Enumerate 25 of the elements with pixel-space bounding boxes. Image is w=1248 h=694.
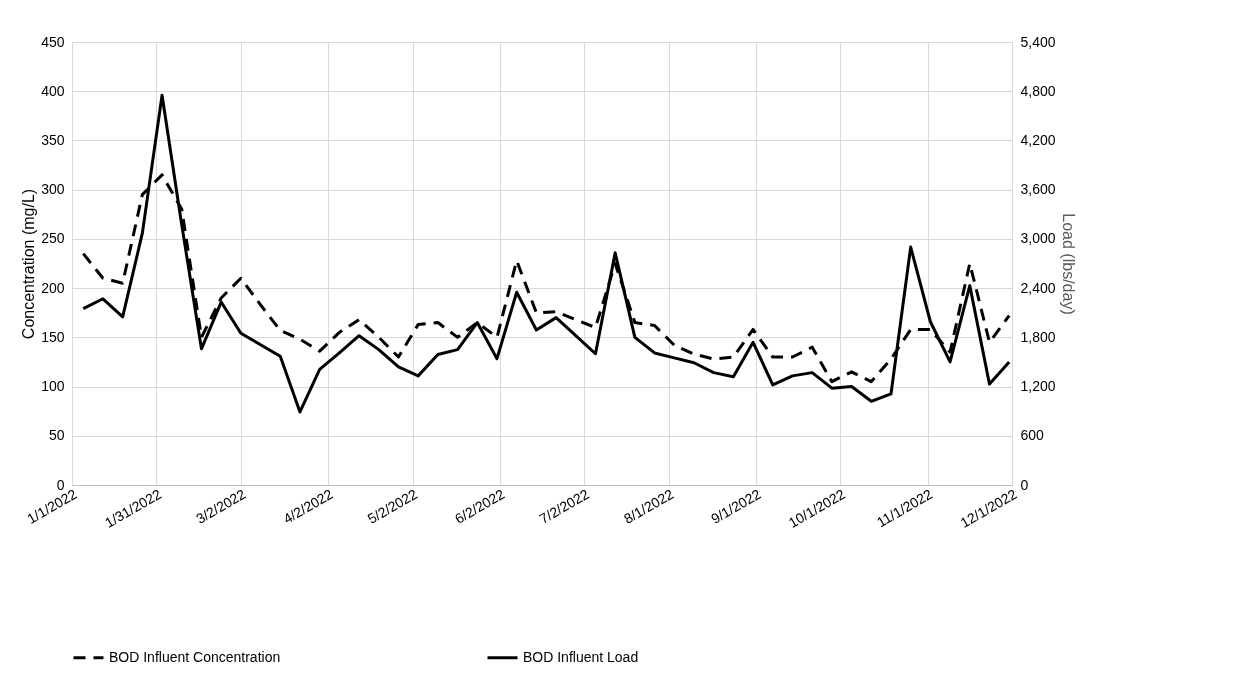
y2-tick-label: 3,600 bbox=[1020, 181, 1056, 198]
y-tick-label: 0 bbox=[56, 476, 65, 493]
y-tick-label: 300 bbox=[41, 181, 65, 198]
y-tick-label: 50 bbox=[48, 427, 65, 444]
y2-tick-label: 600 bbox=[1020, 427, 1045, 444]
y2-tick-label: 4,800 bbox=[1020, 82, 1056, 99]
y2-tick-label: 2,400 bbox=[1020, 279, 1056, 296]
y-tick-label: 250 bbox=[41, 230, 65, 247]
legend-label: BOD Influent Load bbox=[523, 648, 639, 665]
y2-tick-label: 1,800 bbox=[1020, 328, 1056, 345]
line-series bbox=[81, 93, 1011, 414]
y2-tick-label: 3,000 bbox=[1020, 230, 1056, 247]
y-tick-label: 400 bbox=[41, 82, 65, 99]
y2-tick-label: 1,200 bbox=[1020, 378, 1056, 395]
y-tick-label: 150 bbox=[41, 328, 65, 345]
y2-axis-title: Load (lbs/day) bbox=[1059, 213, 1077, 315]
y-tick-label: 450 bbox=[41, 33, 65, 50]
legend-label: BOD Influent Concentration bbox=[109, 648, 281, 665]
y-tick-label: 200 bbox=[41, 279, 65, 296]
y2-tick-label: 4,200 bbox=[1020, 131, 1056, 148]
y-axis-title: Concentration (mg/L) bbox=[20, 188, 38, 340]
y2-tick-label: 5,400 bbox=[1020, 33, 1056, 50]
y-tick-label: 350 bbox=[41, 131, 65, 148]
y-tick-label: 100 bbox=[41, 378, 65, 395]
y2-tick-label: 0 bbox=[1020, 476, 1029, 493]
